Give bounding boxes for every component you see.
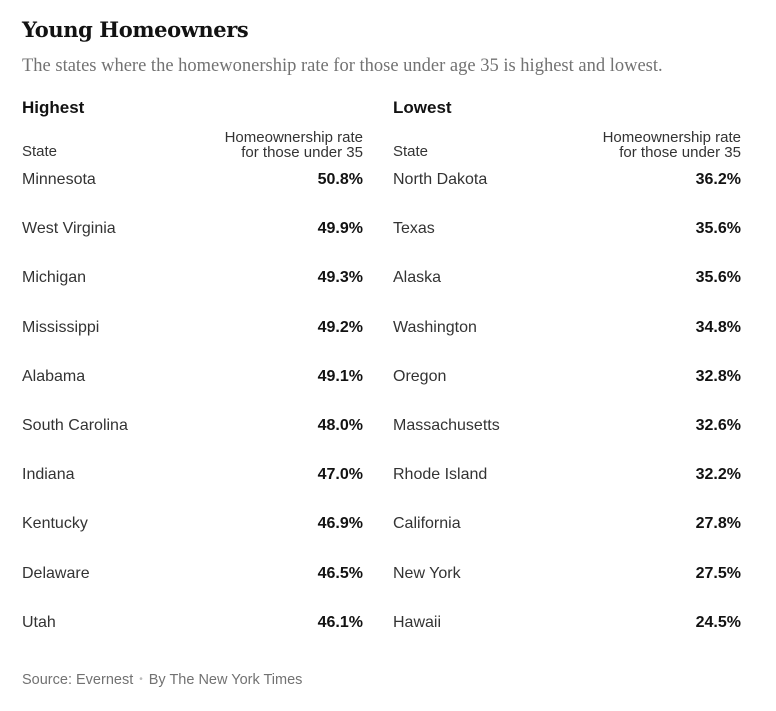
rate-value: 50.8% <box>317 171 363 188</box>
state-name: Utah <box>22 613 56 631</box>
state-name: Alabama <box>22 367 86 385</box>
source-credit: Source: Evernest <box>22 672 134 688</box>
state-name: Massachusetts <box>393 416 500 434</box>
state-name: Alaska <box>393 269 442 287</box>
highest-table: Highest State Homeownership rate for tho… <box>22 97 363 663</box>
graphic-subtitle: The states where the homewonership rate … <box>22 56 663 76</box>
rate-column-header: Homeownership rate for those under 35 <box>225 130 363 160</box>
state-name: North Dakota <box>393 171 488 188</box>
table-row: Michigan 49.3% <box>22 269 363 318</box>
state-name: New York <box>393 564 461 582</box>
rate-column-header: Homeownership rate for those under 35 <box>603 130 741 160</box>
table-row: Rhode Island 32.2% <box>393 466 741 515</box>
state-name: Delaware <box>22 564 90 582</box>
rate-value: 49.1% <box>317 367 363 385</box>
state-name: Minnesota <box>22 171 96 188</box>
state-name: Oregon <box>393 367 447 385</box>
table-row: Minnesota 50.8% <box>22 171 363 220</box>
graphic-footer: Source: Evernest • By The New York Times <box>22 672 302 688</box>
state-name: Indiana <box>22 466 75 484</box>
graphic-title: Young Homeowners <box>22 17 249 42</box>
rate-value: 32.2% <box>695 466 741 484</box>
highest-heading: Highest <box>22 98 85 117</box>
state-name: Washington <box>393 318 477 336</box>
separator-dot: • <box>139 674 143 685</box>
rate-value: 49.9% <box>317 220 363 238</box>
highest-rows: Minnesota 50.8% West Virginia 49.9% Michig… <box>22 171 363 663</box>
table-row: Texas 35.6% <box>393 220 741 269</box>
rate-value: 35.6% <box>695 269 741 287</box>
lowest-table-header: State Homeownership rate for those under… <box>393 124 741 162</box>
table-row: California 27.8% <box>393 515 741 564</box>
rate-value: 48.0% <box>317 416 363 434</box>
table-row: Utah 46.1% <box>22 614 363 663</box>
rate-column-header-line1: Homeownership rate <box>602 129 741 146</box>
rate-column-header-line2: for those under 35 <box>619 144 741 161</box>
rate-value: 49.3% <box>317 269 363 287</box>
rate-value: 46.9% <box>317 515 363 533</box>
table-row: Indiana 47.0% <box>22 466 363 515</box>
table-row: Delaware 46.5% <box>22 565 363 614</box>
rate-value: 27.8% <box>695 515 741 533</box>
state-name: California <box>393 515 461 533</box>
table-row: Oregon 32.8% <box>393 368 741 417</box>
table-row: West Virginia 49.9% <box>22 220 363 269</box>
lowest-heading: Lowest <box>393 98 452 117</box>
state-name: Kentucky <box>22 515 88 533</box>
table-row: Mississippi 49.2% <box>22 319 363 368</box>
table-row: Alabama 49.1% <box>22 368 363 417</box>
rate-column-header-line1: Homeownership rate <box>224 129 363 146</box>
state-name: West Virginia <box>22 220 116 238</box>
state-name: Michigan <box>22 269 87 287</box>
rate-column-header-line2: for those under 35 <box>241 144 363 161</box>
rate-value: 47.0% <box>317 466 363 484</box>
rate-value: 35.6% <box>695 220 741 238</box>
table-row: Kentucky 46.9% <box>22 515 363 564</box>
rate-value: 24.5% <box>695 613 741 631</box>
state-name: South Carolina <box>22 416 128 434</box>
state-name: Texas <box>393 220 435 238</box>
rate-value: 49.2% <box>317 318 363 336</box>
state-name: Rhode Island <box>393 466 488 484</box>
rate-value: 46.1% <box>317 613 363 631</box>
table-row: Alaska 35.6% <box>393 269 741 318</box>
table-row: Massachusetts 32.6% <box>393 417 741 466</box>
table-row: Washington 34.8% <box>393 319 741 368</box>
state-column-header: State <box>22 143 58 160</box>
state-column-header: State <box>393 143 429 160</box>
rate-value: 34.8% <box>695 318 741 336</box>
lowest-rows: North Dakota 36.2% Texas 35.6% Alaska 35.6%… <box>393 171 741 663</box>
rate-value: 27.5% <box>695 564 741 582</box>
lowest-table: Lowest State Homeownership rate for thos… <box>393 97 741 663</box>
byline: By The New York Times <box>148 672 303 688</box>
table-row: New York 27.5% <box>393 565 741 614</box>
rate-value: 46.5% <box>317 564 363 582</box>
state-name: Hawaii <box>393 613 442 631</box>
rate-value: 36.2% <box>695 171 741 188</box>
rate-value: 32.6% <box>695 416 741 434</box>
table-row: North Dakota 36.2% <box>393 171 741 220</box>
highest-table-header: State Homeownership rate for those under… <box>22 124 363 162</box>
state-name: Mississippi <box>22 318 100 336</box>
rate-value: 32.8% <box>695 367 741 385</box>
table-row: South Carolina 48.0% <box>22 417 363 466</box>
table-row: Hawaii 24.5% <box>393 614 741 663</box>
